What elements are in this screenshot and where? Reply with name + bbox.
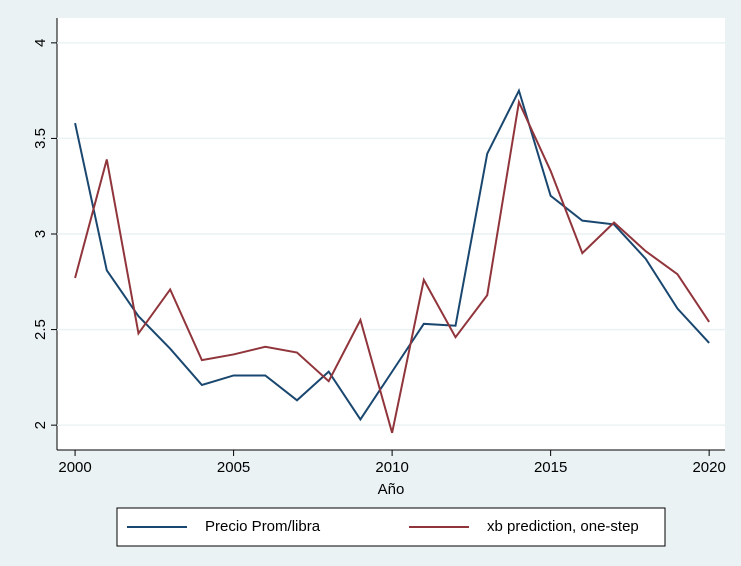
line-series — [74, 87, 710, 422]
x-tick-label: 2010 — [375, 459, 408, 476]
x-tick-label: 2005 — [217, 459, 250, 476]
y-tick-label: 4 — [32, 39, 49, 47]
legend-label: xb prediction, one-step — [487, 518, 639, 535]
y-tick-label: 3.5 — [32, 128, 49, 149]
legend-label: Precio Prom/libra — [205, 518, 321, 535]
x-tick-label: 2020 — [692, 459, 725, 476]
x-tick-label: 2015 — [534, 459, 567, 476]
x-axis-title: Año — [378, 481, 405, 498]
y-tick-label: 2 — [32, 421, 49, 429]
y-tick-label: 3 — [32, 230, 49, 238]
x-tick-label: 2000 — [58, 459, 91, 476]
line-series — [74, 98, 710, 434]
legend — [116, 507, 666, 547]
y-tick-label: 2.5 — [32, 319, 49, 340]
